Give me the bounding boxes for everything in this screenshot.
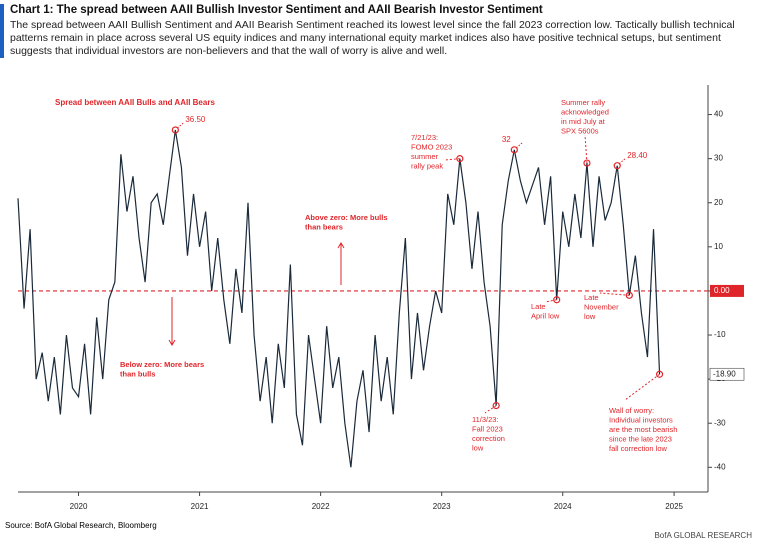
y-tick-label: -30 [714, 418, 726, 427]
y-tick-label: 20 [714, 198, 723, 207]
leader [544, 299, 557, 303]
point-marker [613, 162, 621, 170]
annotation: Below zero: More bears [120, 360, 204, 369]
x-tick-label: 2025 [665, 502, 683, 511]
point-marker [510, 146, 518, 154]
y-tick-label: 30 [714, 154, 723, 163]
leader [484, 405, 497, 414]
leader [618, 158, 626, 165]
leader [624, 373, 660, 401]
event-marker [625, 291, 633, 299]
annotation: acknowledged [561, 107, 609, 116]
y-tick-label: -40 [714, 462, 726, 471]
leader [584, 134, 588, 164]
x-tick-label: 2021 [191, 502, 209, 511]
annotation: rally peak [411, 161, 443, 170]
event-marker [456, 155, 464, 163]
arrow-head [337, 242, 345, 249]
value-label: 32 [502, 135, 511, 144]
value-label: 36.50 [185, 115, 206, 124]
event-marker [492, 401, 500, 410]
y-tick-label: -10 [714, 330, 726, 339]
y-tick-label: 10 [714, 242, 723, 251]
annotation: SPX 5600s [561, 126, 599, 135]
zero-label: 0.00 [714, 286, 730, 295]
annotation: April low [531, 311, 560, 320]
x-tick-label: 2024 [554, 502, 572, 511]
annotation: Fall 2023 [472, 424, 503, 433]
x-tick-label: 2020 [70, 502, 88, 511]
annotation: Wall of worry: [609, 406, 654, 415]
annotation: low [472, 443, 484, 452]
header: Chart 1: The spread between AAII Bullish… [0, 4, 752, 58]
annotation: in mid July at [561, 117, 606, 126]
annotation: since the late 2023 [609, 434, 672, 443]
annotation: Summer rally [561, 98, 605, 107]
leader [599, 292, 630, 296]
brand: BofA GLOBAL RESEARCH [654, 531, 752, 540]
leader [444, 158, 460, 161]
arrow-head [168, 339, 176, 346]
value-label: 28.40 [627, 151, 648, 160]
last-value-box [709, 367, 745, 381]
leader [177, 122, 184, 129]
annotation: 7/21/23: [411, 133, 438, 142]
source: Source: BofA Global Research, Bloomberg [5, 521, 157, 530]
value-label: -18.90 [713, 369, 736, 378]
annotation: low [584, 312, 596, 321]
annotation: 11/3/23: [472, 415, 499, 424]
chart-subtitle: The spread between AAII Bullish Sentimen… [10, 19, 735, 57]
leader [515, 142, 523, 149]
event-marker [583, 159, 591, 167]
series-line [17, 129, 661, 468]
point-marker [171, 126, 179, 134]
series-name: Spread between AAII Bulls and AAII Bears [55, 98, 215, 107]
annotation: than bulls [120, 369, 155, 378]
chart-title: Chart 1: The spread between AAII Bullish… [10, 4, 543, 16]
annotation: Above zero: More bulls [305, 213, 388, 222]
event-marker [553, 296, 561, 304]
zero-label-box [710, 284, 744, 297]
annotation: Individual investors [609, 415, 673, 424]
annotation: than bears [305, 222, 343, 231]
annotation: November [584, 302, 619, 311]
annotation: are the most bearish [609, 425, 677, 434]
x-tick-label: 2023 [433, 502, 451, 511]
annotation: Late [531, 302, 546, 311]
y-tick-label: 40 [714, 110, 723, 119]
annotation: fall correction low [609, 444, 668, 453]
annotation: FOMO 2023 [411, 142, 452, 151]
annotation: Late [584, 293, 599, 302]
annotation: correction [472, 434, 505, 443]
point-marker [655, 370, 664, 378]
annotation: summer [411, 152, 439, 161]
x-tick-label: 2022 [312, 502, 330, 511]
